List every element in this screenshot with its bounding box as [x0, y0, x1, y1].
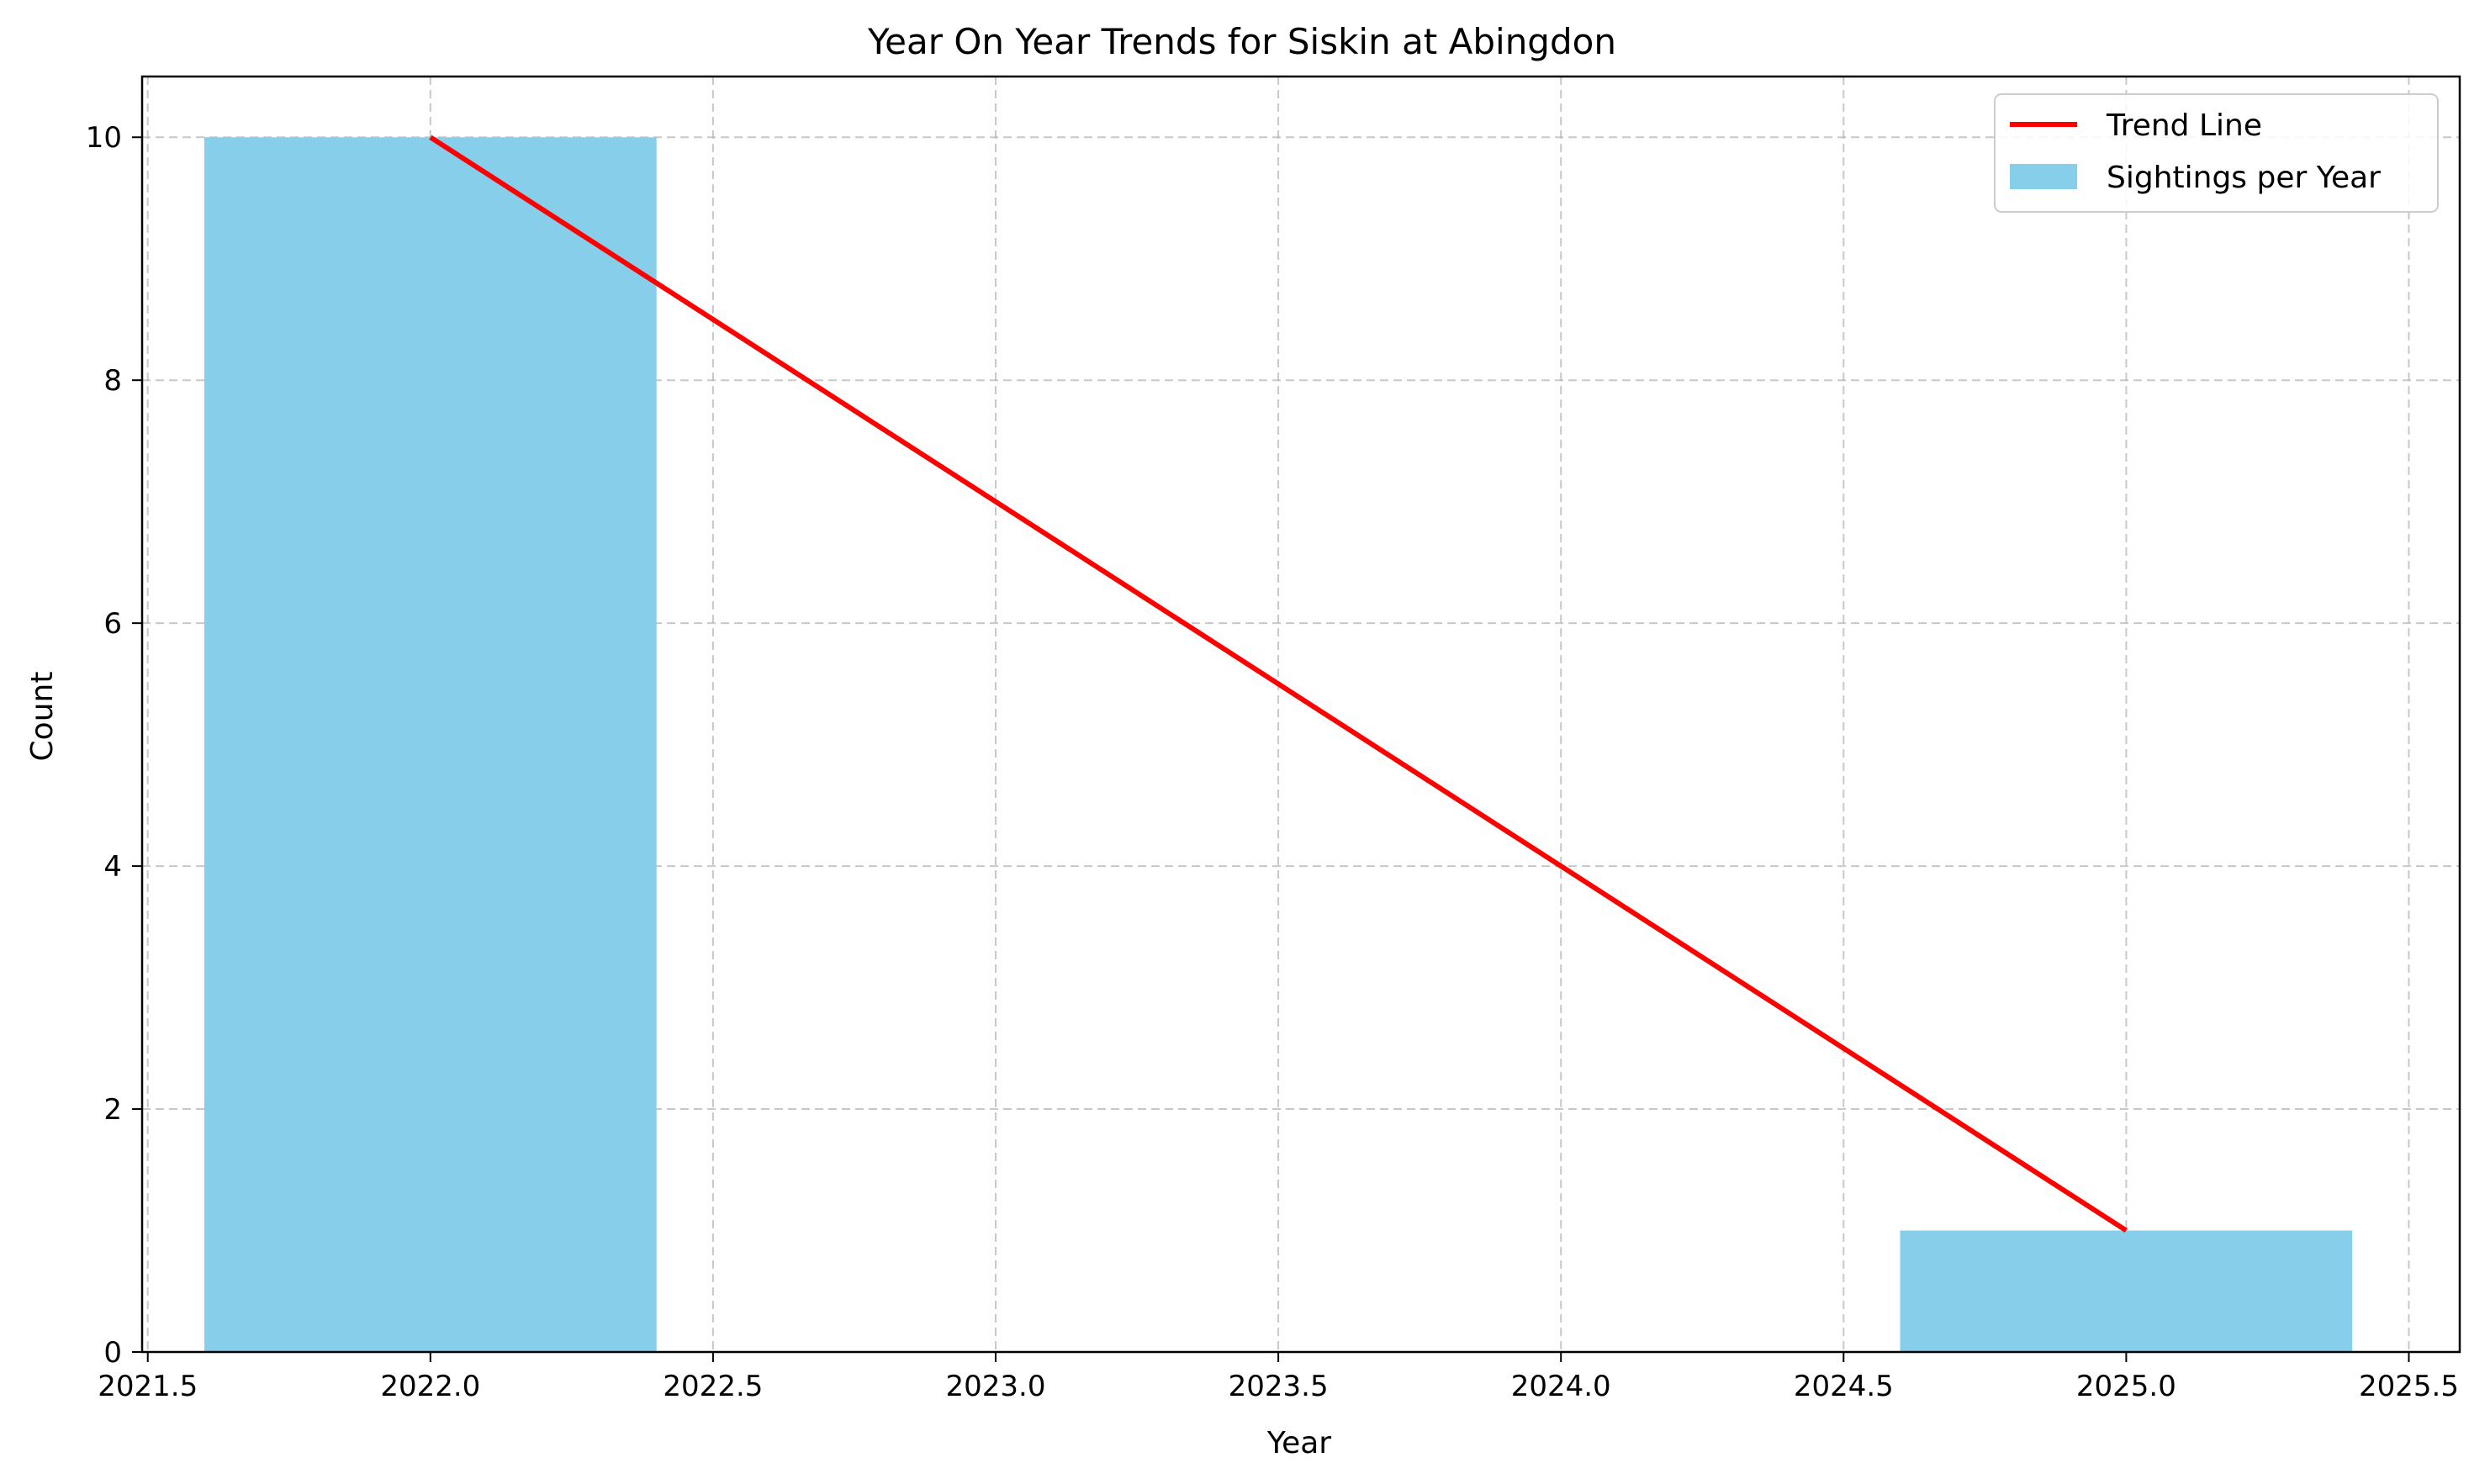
chart-title: Year On Year Trends for Siskin at Abingd…: [867, 21, 1616, 62]
legend: Trend Line Sightings per Year: [1994, 93, 2439, 213]
x-tick-label-2: 2022.5: [663, 1370, 763, 1403]
legend-label-sightings: Sightings per Year: [2107, 161, 2381, 195]
bar-2022: [204, 137, 657, 1353]
bars: [204, 137, 2353, 1353]
x-tick-label-4: 2023.5: [1229, 1370, 1329, 1403]
y-axis-label: Count: [25, 672, 60, 762]
x-tick-label-0: 2021.5: [98, 1370, 198, 1403]
legend-sightings-swatch: [2010, 164, 2077, 189]
y-tick-label-2: 4: [103, 850, 122, 884]
x-ticks: 2021.5 2022.0 2022.5 2023.0 2023.5 2024.0 2024…: [98, 1352, 2459, 1403]
x-tick-label-8: 2025.5: [2359, 1370, 2459, 1403]
x-tick-label-1: 2022.0: [380, 1370, 480, 1403]
x-axis-label: Year: [1266, 1426, 1331, 1460]
x-tick-label-6: 2024.5: [1794, 1370, 1894, 1403]
y-tick-label-5: 10: [86, 121, 122, 155]
y-tick-label-0: 0: [103, 1336, 122, 1370]
y-ticks: 0 2 4 6 8 10: [86, 121, 142, 1370]
trend-line: [429, 135, 2128, 1233]
trend-line-layer: [429, 135, 2128, 1233]
y-tick-label-3: 6: [103, 607, 122, 641]
plot-frame: [140, 75, 2461, 1354]
bar-2025: [1900, 1230, 2353, 1352]
legend-frame: [1994, 93, 2439, 213]
legend-label-trend-line: Trend Line: [2106, 108, 2262, 143]
x-tick-label-5: 2024.0: [1511, 1370, 1611, 1403]
x-tick-label-3: 2023.0: [946, 1370, 1046, 1403]
x-tick-label-7: 2025.0: [2076, 1370, 2176, 1403]
y-tick-label-4: 8: [103, 364, 122, 398]
y-tick-label-1: 2: [103, 1093, 122, 1127]
